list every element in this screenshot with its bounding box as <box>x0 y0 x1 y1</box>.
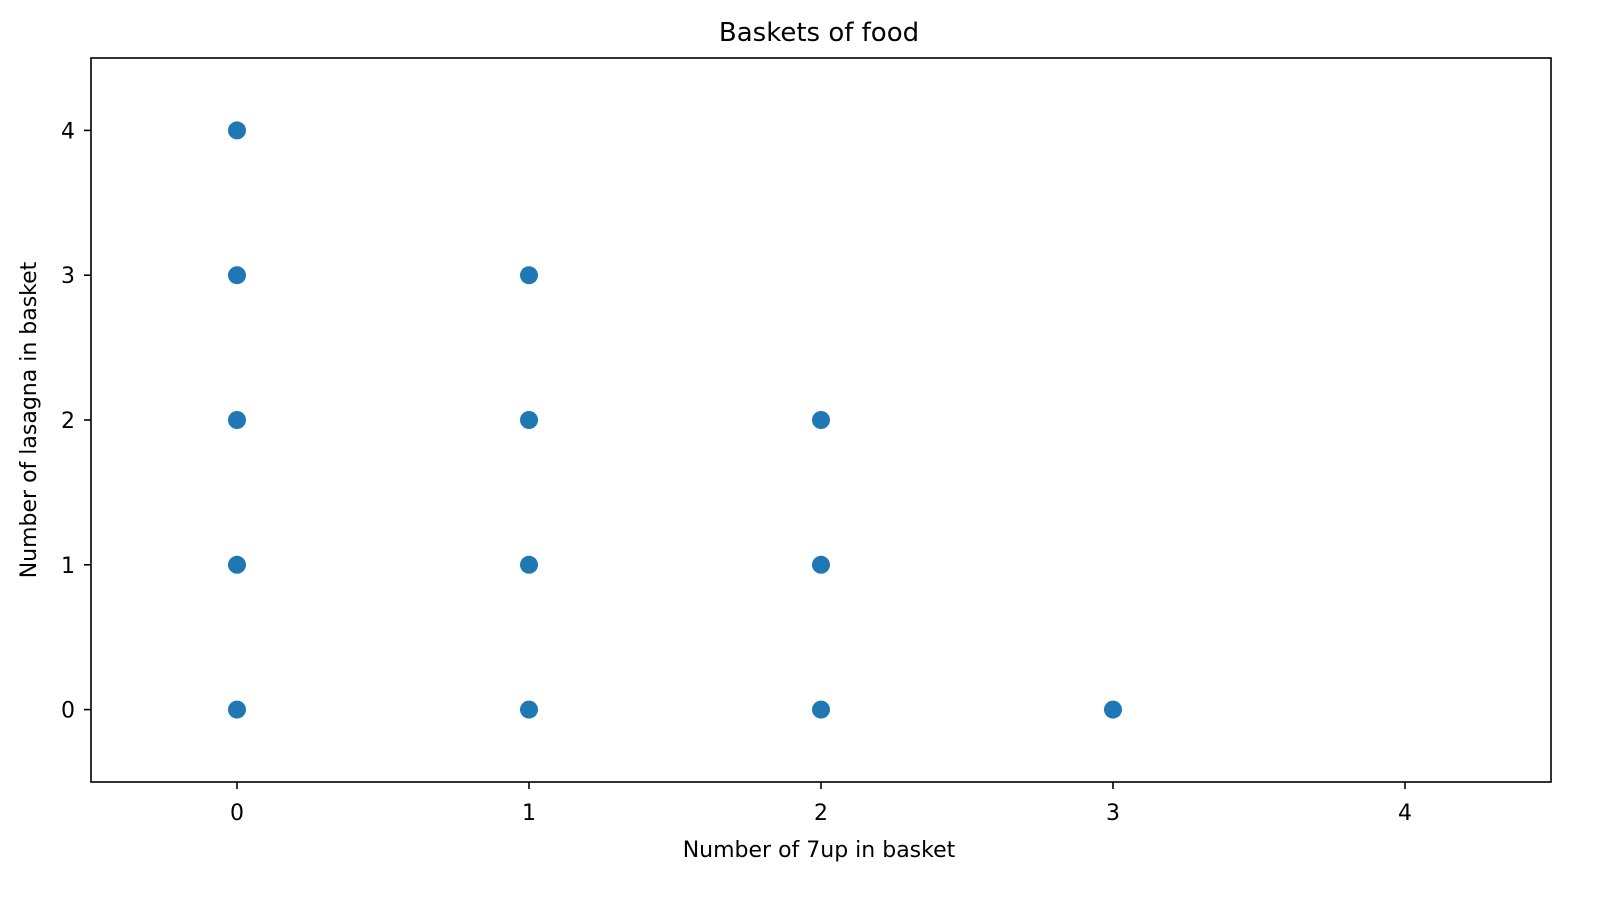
y-axis: 0 1 2 3 4 <box>61 119 91 724</box>
y-tick-label: 1 <box>61 554 75 579</box>
y-tick-label: 4 <box>61 119 75 144</box>
y-axis-label: Number of lasagna in basket <box>17 261 42 578</box>
y-tick-label: 3 <box>61 264 75 289</box>
data-point <box>228 266 246 285</box>
y-tick-label: 2 <box>61 409 75 434</box>
x-tick-label: 3 <box>1106 801 1120 826</box>
data-point <box>1104 700 1122 719</box>
data-points <box>228 121 1122 719</box>
chart-title: Baskets of food <box>719 18 919 48</box>
data-point <box>812 555 830 574</box>
x-axis: 0 1 2 3 4 <box>230 782 1412 826</box>
x-tick-label: 1 <box>522 801 536 826</box>
data-point <box>228 555 246 574</box>
data-point <box>228 121 246 140</box>
y-tick-label: 0 <box>61 699 75 724</box>
data-point <box>520 411 538 429</box>
data-point <box>228 411 246 429</box>
data-point <box>520 266 538 285</box>
data-point <box>228 700 246 719</box>
x-tick-label: 0 <box>230 801 244 826</box>
data-point <box>520 555 538 574</box>
x-tick-label: 2 <box>814 801 828 826</box>
x-tick-label: 4 <box>1398 801 1412 826</box>
data-point <box>812 411 830 429</box>
data-point <box>812 700 830 719</box>
data-point <box>520 700 538 719</box>
x-axis-label: Number of 7up in basket <box>683 838 956 863</box>
